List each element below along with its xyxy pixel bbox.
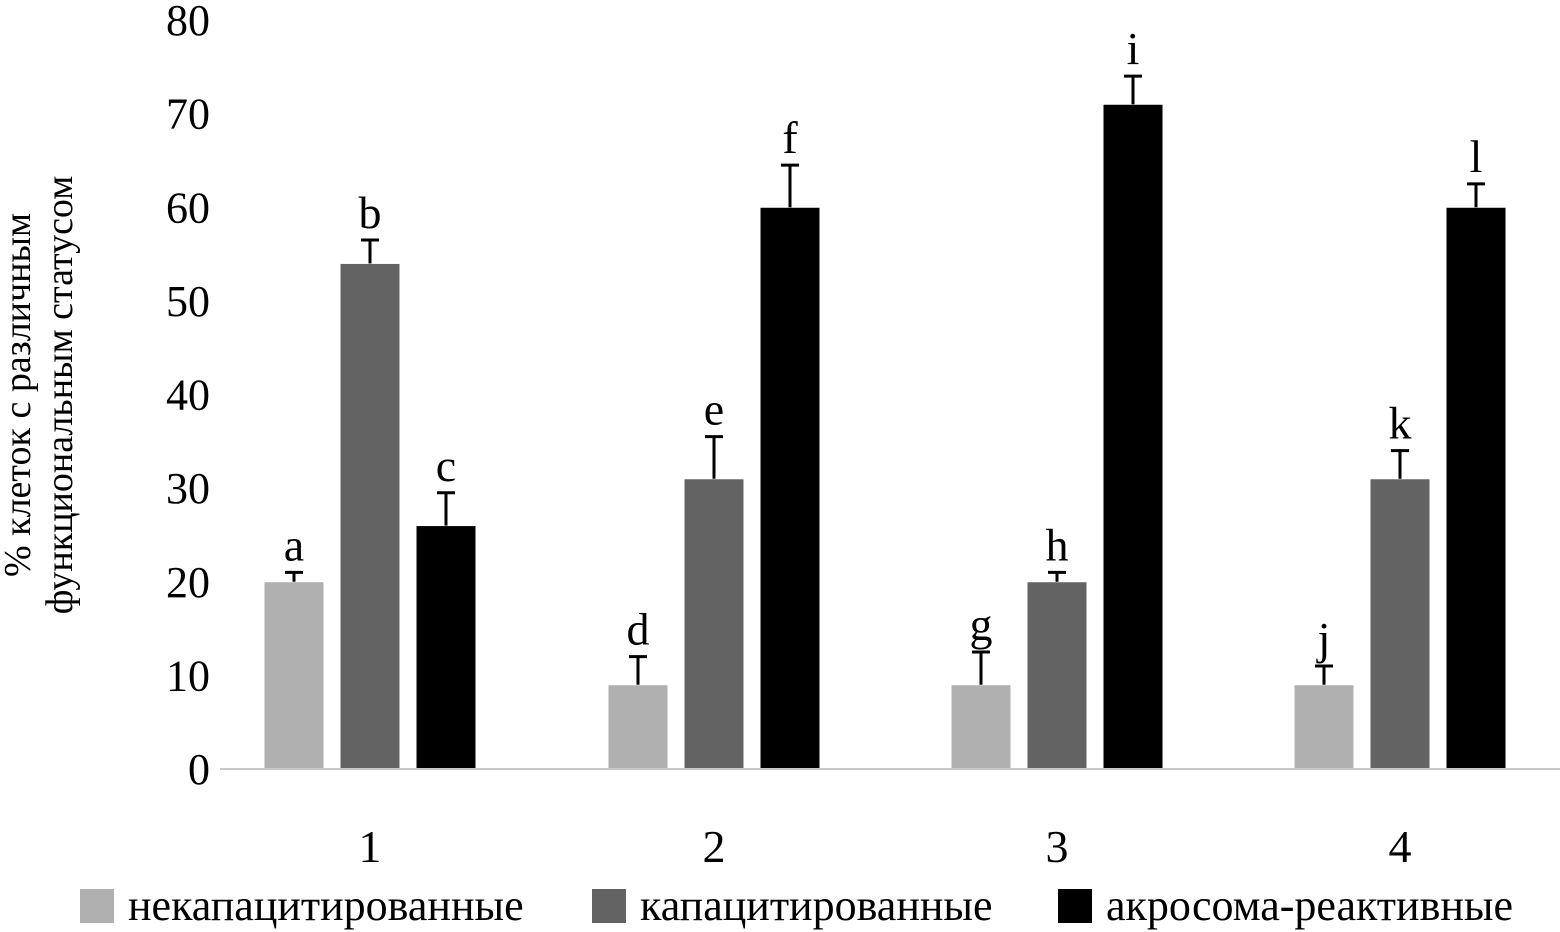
legend-swatch xyxy=(592,889,626,923)
bar xyxy=(1369,478,1431,770)
significance-letter: g xyxy=(970,599,993,650)
y-axis-label-line: % клеток с различным xyxy=(0,213,39,577)
legend-label: капацитированные xyxy=(640,881,993,930)
bar xyxy=(1102,103,1164,770)
legend-item-acrosome-reacted: акросома-реактивные xyxy=(1058,881,1513,930)
legend-swatch xyxy=(1058,889,1092,923)
y-tick-label: 70 xyxy=(166,90,210,139)
bar xyxy=(339,262,401,770)
y-tick-label: 20 xyxy=(166,558,210,607)
significance-letter: i xyxy=(1127,23,1140,74)
x-tick-label: 3 xyxy=(1046,821,1069,872)
significance-letter: f xyxy=(782,112,798,163)
significance-letter: a xyxy=(284,519,304,570)
bar xyxy=(759,206,821,770)
significance-letter: l xyxy=(1470,131,1483,182)
y-tick-label: 30 xyxy=(166,464,210,513)
significance-letter: d xyxy=(627,604,650,655)
bar xyxy=(1026,581,1088,770)
x-tick-label: 4 xyxy=(1389,821,1412,872)
y-axis-label: % клеток с различным функциональным стату… xyxy=(0,176,81,615)
bar xyxy=(415,525,477,770)
legend-label: акросома-реактивные xyxy=(1106,881,1513,930)
x-tick-label: 1 xyxy=(359,821,382,872)
bar xyxy=(1293,684,1355,770)
y-tick-label: 10 xyxy=(166,651,210,700)
significance-letter: b xyxy=(359,187,382,238)
y-axis-ticks: 0 10 20 30 40 50 60 70 80 xyxy=(166,0,210,794)
bar xyxy=(607,684,669,770)
y-tick-label: 80 xyxy=(166,0,210,45)
legend-swatch xyxy=(80,889,114,923)
bars: a b c d e f g h i j k l xyxy=(263,23,1507,770)
significance-letter: j xyxy=(1316,613,1331,664)
bar xyxy=(263,581,325,770)
legend-label: некапацитированные xyxy=(128,881,524,930)
x-tick-label: 2 xyxy=(703,821,726,872)
significance-letter: c xyxy=(436,440,456,491)
significance-letter: k xyxy=(1389,398,1412,449)
significance-letter: e xyxy=(704,384,724,435)
y-tick-label: 0 xyxy=(188,745,210,794)
y-axis-label-line: функциональным статусом xyxy=(39,176,81,615)
y-tick-label: 50 xyxy=(166,277,210,326)
bar xyxy=(1445,206,1507,770)
bar xyxy=(683,478,745,770)
bar xyxy=(950,684,1012,770)
y-tick-label: 40 xyxy=(166,371,210,420)
legend-item-capacitated: капацитированные xyxy=(592,881,993,930)
y-tick-label: 60 xyxy=(166,183,210,232)
legend: некапацитированные капацитированные акро… xyxy=(0,880,1560,932)
significance-letter: h xyxy=(1046,519,1069,570)
x-axis-ticks: 1 2 3 4 xyxy=(359,821,1412,872)
legend-item-uncapacitated: некапацитированные xyxy=(80,881,524,930)
